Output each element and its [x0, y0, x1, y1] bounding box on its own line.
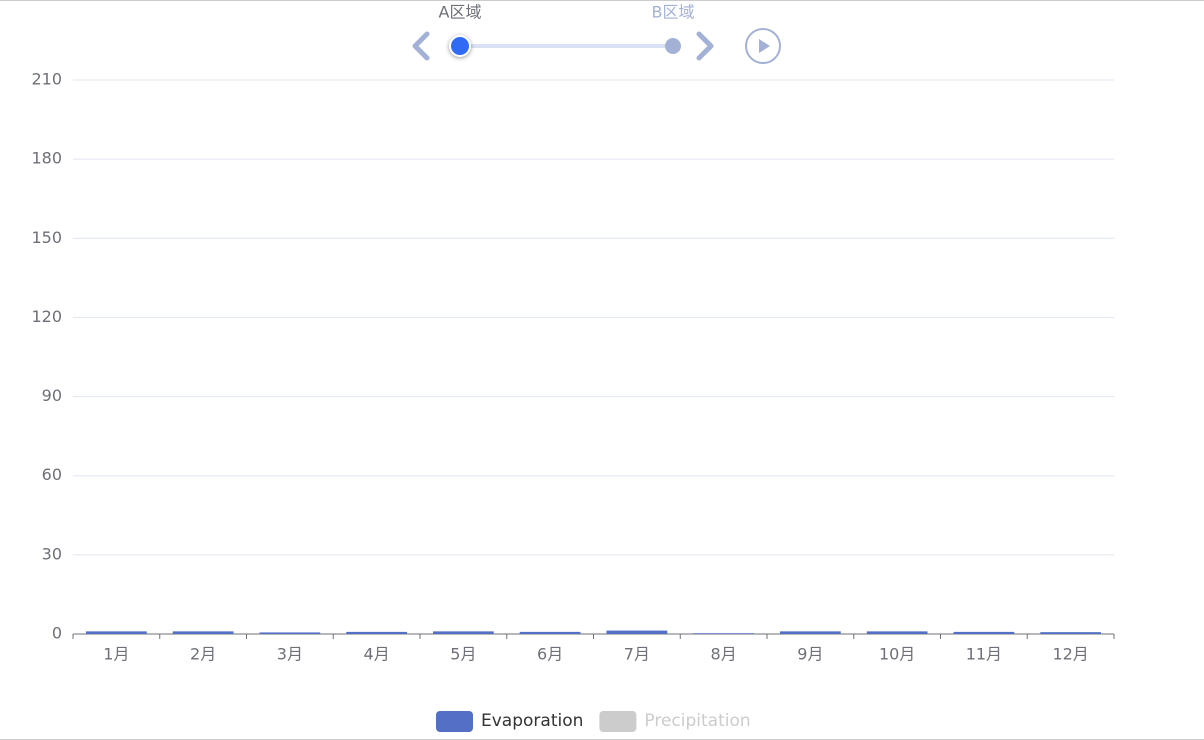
timeline-label[interactable]: B区域: [652, 3, 695, 22]
y-tick-label: 90: [42, 386, 62, 405]
legend-label[interactable]: Precipitation: [644, 711, 750, 731]
y-tick-label: 180: [31, 149, 62, 168]
x-tick-label: 6月: [537, 645, 563, 664]
x-tick-label: 5月: [450, 645, 476, 664]
x-tick-label: 1月: [103, 645, 129, 664]
y-tick-label: 210: [31, 70, 62, 89]
bar: [953, 631, 1015, 634]
x-tick-label: 10月: [879, 645, 915, 664]
x-tick-label: 12月: [1052, 645, 1088, 664]
y-tick-label: 120: [31, 307, 62, 326]
x-tick-label: 11月: [966, 645, 1002, 664]
bar: [693, 633, 754, 634]
bar: [433, 631, 494, 634]
legend-swatch[interactable]: [599, 711, 637, 732]
x-tick-label: 2月: [190, 645, 216, 664]
y-tick-label: 30: [42, 544, 62, 563]
timeline-label[interactable]: A区域: [439, 3, 482, 22]
timeline-point[interactable]: [449, 35, 471, 57]
x-tick-label: 3月: [277, 645, 303, 664]
y-tick-label: 0: [52, 624, 62, 643]
x-tick-label: 4月: [364, 645, 390, 664]
legend-swatch[interactable]: [436, 711, 473, 732]
bar: [780, 631, 841, 634]
timeline-prev[interactable]: [412, 31, 430, 61]
bar: [606, 630, 668, 634]
legend-label[interactable]: Evaporation: [481, 711, 583, 731]
x-tick-label: 8月: [711, 645, 737, 664]
bar: [866, 631, 928, 634]
bar: [172, 631, 234, 634]
timeline-play-icon: [759, 39, 770, 53]
bar: [86, 631, 147, 634]
timeline-point[interactable]: [665, 38, 681, 54]
y-tick-label: 60: [42, 465, 62, 484]
timeline-play[interactable]: [745, 28, 781, 64]
x-tick-label: 9月: [797, 645, 823, 664]
bar: [1040, 632, 1101, 634]
bar: [259, 632, 321, 634]
timeline-next[interactable]: [696, 31, 714, 61]
y-tick-label: 150: [31, 228, 62, 247]
bar: [346, 631, 407, 634]
x-tick-label: 7月: [624, 645, 650, 664]
bar: [519, 631, 581, 634]
